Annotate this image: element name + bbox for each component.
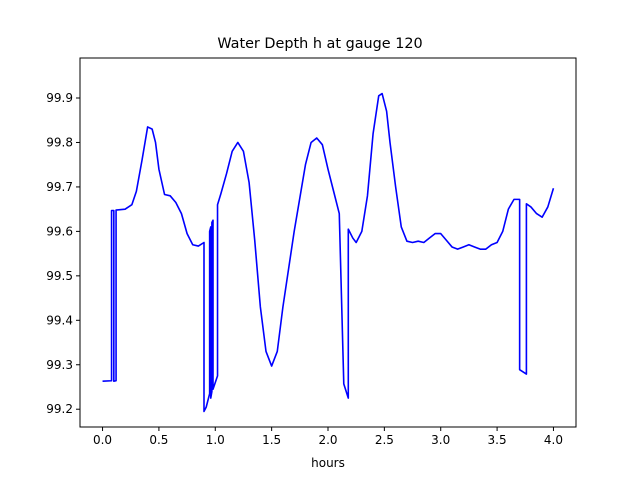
plot-frame [79,57,577,428]
y-tick-label: 99.6 [46,224,73,238]
y-tick-label: 99.3 [46,358,73,372]
x-tick-label: 2.0 [318,433,337,447]
y-tick-label: 99.7 [46,180,73,194]
chart-title: Water Depth h at gauge 120 [217,36,422,52]
x-tick-label: 1.5 [262,433,281,447]
y-tick-label: 99.2 [46,402,73,416]
x-tick-label: 4.0 [544,433,563,447]
y-tick-label: 99.5 [46,269,73,283]
series-line-0 [102,92,555,413]
x-tick-label: 3.5 [488,433,507,447]
x-tick-label: 1.0 [206,433,225,447]
x-axis: 0.0 0.5 1.0 1.5 2.0 2.5 3.0 3.5 4.0 [93,427,563,447]
y-tick-label: 99.8 [46,135,73,149]
x-tick-label: 0.5 [149,433,168,447]
x-tick-label: 2.5 [375,433,394,447]
x-tick-label: 3.0 [431,433,450,447]
y-tick-label: 99.9 [46,91,73,105]
plot-series [102,92,555,413]
y-tick-label: 99.4 [46,313,73,327]
y-axis: 99.2 99.3 99.4 99.5 99.6 99.7 99.8 99.9 [46,91,80,416]
x-tick-label: 0.0 [93,433,112,447]
x-axis-label: hours [311,456,345,470]
